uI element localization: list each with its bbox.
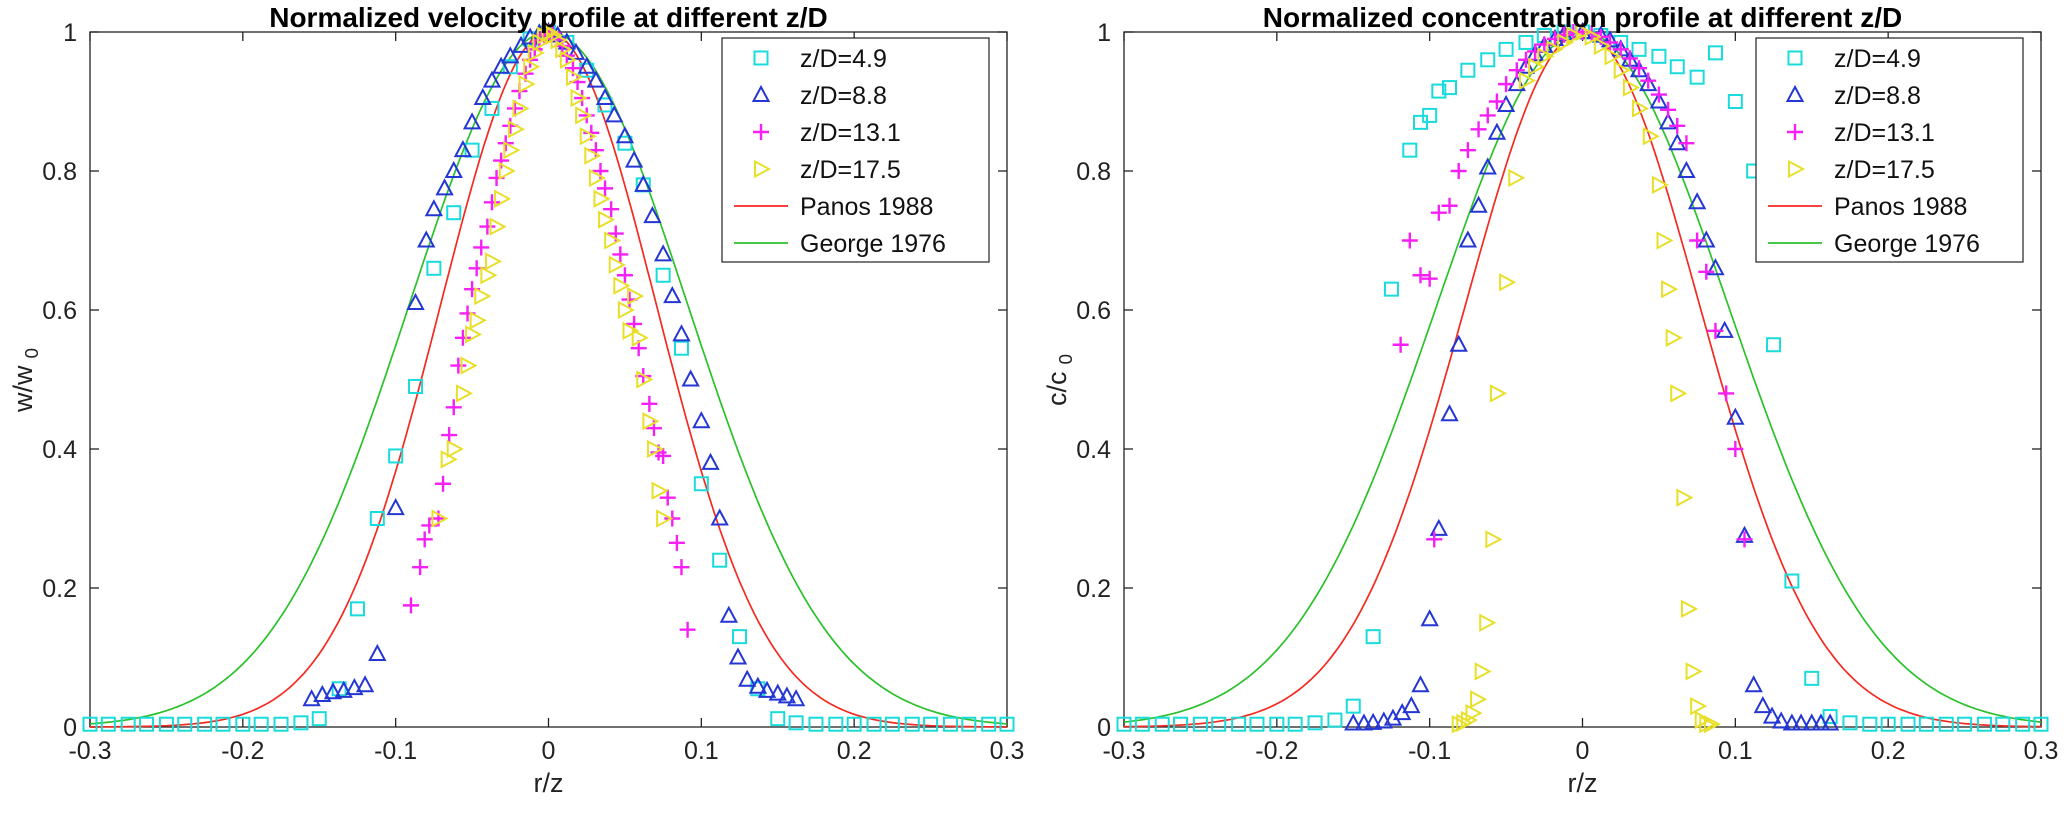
velocity-chart-title: Normalized velocity profile at different…	[269, 2, 828, 33]
y-tick-label: 0.2	[42, 575, 77, 603]
x-tick-label: -0.2	[221, 737, 264, 765]
x-tick-label: -0.3	[1102, 737, 1145, 765]
x-tick-label: -0.2	[1255, 737, 1298, 765]
legend-entry-label: z/D=8.8	[1834, 82, 1921, 110]
legend-entry-label: z/D=17.5	[1834, 156, 1935, 184]
y-tick-label: 0.8	[42, 158, 77, 186]
legend-entry-label: z/D=17.5	[800, 156, 901, 184]
velocity-chart: -0.3 -0.2 -0.1 0 0.1 0.2 0.3 0 0.2 0.4 0.6 0.8 1 z/D=…	[0, 0, 1033, 817]
x-tick-label: 0.2	[1871, 737, 1906, 765]
x-tick-label: -0.1	[1408, 737, 1451, 765]
x-tick-label: 0.3	[2024, 737, 2059, 765]
concentration-x-axis-label: r/z	[1567, 768, 1598, 798]
legend-entry-label: z/D=8.8	[800, 82, 887, 110]
legend-entry-label: z/D=13.1	[1834, 119, 1935, 147]
concentration-chart: -0.3 -0.2 -0.1 0 0.1 0.2 0.3 0 0.2 0.4 0.6 0.8 1 z/D=…	[1034, 0, 2067, 817]
y-tick-label: 0.6	[42, 297, 77, 325]
x-tick-label: 0	[542, 737, 556, 765]
y-tick-label: 0.4	[42, 436, 77, 464]
legend-box	[721, 37, 990, 263]
legend-entry-label: z/D=4.9	[1834, 45, 1921, 73]
concentration-y-axis-label: c/c 0	[1042, 354, 1078, 406]
x-tick-label: 0.1	[1718, 737, 1753, 765]
x-tick-label: 0.1	[684, 737, 719, 765]
legend-entry-label: George 1976	[800, 230, 946, 258]
velocity-plot-canvas: -0.3 -0.2 -0.1 0 0.1 0.2 0.3 0 0.2 0.4 0.6 0.8 1 z/D=…	[42, 19, 1025, 765]
y-tick-label: 1	[63, 19, 77, 47]
y-tick-label: 1	[1097, 19, 1111, 47]
concentration-plot-canvas: -0.3 -0.2 -0.1 0 0.1 0.2 0.3 0 0.2 0.4 0.6 0.8 1 z/D=…	[1076, 19, 2059, 765]
concentration-y-label-subscript: 0	[1056, 353, 1078, 365]
y-tick-label: 0.8	[1076, 158, 1111, 186]
velocity-x-axis-label: r/z	[533, 768, 564, 798]
legend-entry-label: z/D=4.9	[800, 45, 887, 73]
concentration-y-label-main: c/c	[1041, 371, 1072, 407]
x-tick-label: 0.2	[837, 737, 872, 765]
y-tick-label: 0.6	[1076, 297, 1111, 325]
concentration-chart-title: Normalized concentration profile at diff…	[1262, 2, 1903, 33]
legend-entry-label: George 1976	[1834, 230, 1980, 258]
x-tick-label: 0	[1576, 737, 1590, 765]
legend-entry-label: z/D=13.1	[800, 119, 901, 147]
y-tick-label: 0.2	[1076, 575, 1111, 603]
x-tick-label: -0.3	[68, 737, 111, 765]
y-tick-label: 0.4	[1076, 436, 1111, 464]
legend-entry-label: Panos 1988	[1834, 193, 1967, 221]
x-tick-label: -0.1	[374, 737, 417, 765]
y-tick-label: 0	[1097, 714, 1111, 742]
y-tick-label: 0	[63, 714, 77, 742]
velocity-y-label-main: w/w	[7, 365, 38, 413]
legend-box	[1755, 37, 2024, 263]
velocity-y-label-subscript: 0	[22, 347, 44, 359]
velocity-y-axis-label: w/w 0	[8, 348, 44, 412]
x-tick-label: 0.3	[990, 737, 1025, 765]
legend-entry-label: Panos 1988	[800, 193, 933, 221]
